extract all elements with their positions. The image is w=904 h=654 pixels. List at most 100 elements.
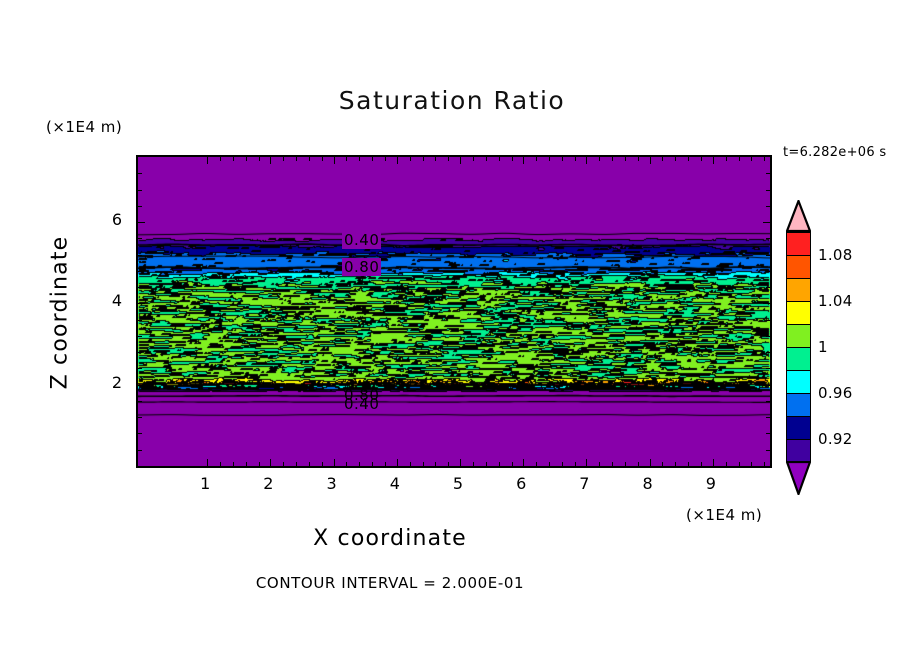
x-axis-minor-tick (296, 157, 298, 161)
y-axis-minor-tick (138, 287, 142, 289)
x-axis-minor-tick (548, 462, 550, 466)
x-axis-minor-tick (359, 462, 361, 466)
y-axis-minor-tick (766, 238, 770, 240)
colorbar-band[interactable] (786, 324, 811, 347)
x-axis-minor-tick (245, 157, 247, 161)
x-axis-minor-tick (220, 462, 222, 466)
x-axis-minor-tick (599, 157, 601, 161)
x-axis-tick (586, 157, 588, 164)
x-axis-minor-tick (232, 462, 234, 466)
x-axis-minor-tick (764, 157, 766, 161)
y-axis-tick (763, 303, 770, 305)
x-axis-minor-tick (725, 157, 727, 161)
x-axis-tick (712, 157, 714, 164)
x-axis-minor-tick (612, 462, 614, 466)
x-axis-tick (333, 459, 335, 466)
colorbar-tick-label: 0.92 (818, 430, 853, 448)
x-axis-minor-tick (701, 462, 703, 466)
time-annotation: t=6.282e+06 s (783, 145, 887, 160)
x-axis-minor-tick (511, 157, 513, 161)
x-axis-minor-tick (498, 462, 500, 466)
x-axis-minor-tick (536, 462, 538, 466)
x-axis-minor-tick (536, 157, 538, 161)
x-axis-tick (333, 157, 335, 164)
x-axis-minor-tick (675, 462, 677, 466)
y-axis-minor-tick (766, 270, 770, 272)
x-axis-minor-tick (561, 462, 563, 466)
x-tick-label: 4 (389, 474, 400, 493)
x-axis-tick (712, 459, 714, 466)
colorbar-band[interactable] (786, 255, 811, 278)
x-axis-minor-tick (599, 462, 601, 466)
x-axis-tick (460, 157, 461, 164)
x-axis-minor-tick (346, 157, 348, 161)
x-axis-minor-tick (321, 462, 323, 466)
x-axis-minor-tick (422, 157, 424, 161)
y-axis-tick (138, 384, 145, 386)
y-axis-minor-tick (766, 189, 770, 191)
y-axis-minor-tick (138, 173, 142, 175)
colorbar-tick-label: 1.04 (818, 292, 853, 310)
x-tick-label: 8 (642, 474, 653, 493)
y-axis-tick (763, 222, 770, 224)
colorbar-band[interactable] (786, 301, 811, 324)
x-axis-minor-tick (688, 462, 690, 466)
colorbar-band[interactable] (786, 347, 811, 370)
y-axis-units: (×1E4 m) (46, 118, 123, 136)
x-axis-minor-tick (725, 462, 727, 466)
x-tick-label: 2 (263, 474, 274, 493)
x-axis-minor-tick (422, 462, 424, 466)
y-axis-minor-tick (766, 205, 770, 207)
colorbar-band[interactable] (786, 370, 811, 393)
colorbar-band[interactable] (786, 278, 811, 301)
x-axis-minor-tick (688, 157, 690, 161)
y-axis-minor-tick (766, 449, 770, 451)
colorbar-band[interactable] (786, 416, 811, 439)
x-axis-minor-tick (637, 462, 639, 466)
y-tick-label: 4 (111, 291, 122, 311)
x-axis-minor-tick (662, 462, 664, 466)
x-axis-minor-tick (574, 157, 576, 161)
colorbar-band[interactable] (786, 232, 811, 255)
x-axis-minor-tick (448, 462, 450, 466)
x-axis-label: X coordinate (313, 526, 467, 551)
x-axis-tick (396, 157, 398, 164)
contour-label-upper-080: 0.80 (342, 258, 382, 276)
x-axis-minor-tick (612, 157, 614, 161)
y-axis-tick (138, 222, 145, 224)
colorbar-band[interactable] (786, 393, 811, 416)
x-axis-minor-tick (738, 157, 740, 161)
x-tick-label: 6 (516, 474, 527, 493)
x-axis-minor-tick (309, 157, 311, 161)
x-axis-minor-tick (472, 157, 474, 161)
y-axis-minor-tick (766, 319, 770, 321)
y-axis-minor-tick (138, 189, 142, 191)
x-axis-minor-tick (346, 462, 348, 466)
x-axis-minor-tick (561, 157, 563, 161)
y-axis-minor-tick (766, 173, 770, 175)
x-axis-minor-tick (498, 157, 500, 161)
x-axis-minor-tick (372, 462, 374, 466)
y-axis-minor-tick (766, 352, 770, 354)
contour-label-lower-080: 0.80 (344, 386, 380, 404)
x-tick-label: 9 (705, 474, 716, 493)
x-axis-tick (396, 459, 398, 466)
y-axis-minor-tick (138, 352, 142, 354)
colorbar-band[interactable] (786, 439, 811, 462)
x-tick-label: 7 (579, 474, 590, 493)
colorbar-bottom-cap (785, 460, 812, 498)
colorbar-tick-label: 1.08 (818, 246, 853, 264)
y-axis-minor-tick (138, 400, 142, 402)
x-axis-minor-tick (409, 157, 411, 161)
colorbar[interactable] (786, 232, 811, 462)
x-axis-minor-tick (625, 462, 627, 466)
y-axis-minor-tick (138, 270, 142, 272)
y-axis-minor-tick (138, 417, 142, 419)
x-axis-tick (270, 157, 272, 164)
page-title: Saturation Ratio (338, 86, 566, 115)
y-tick-label: 6 (111, 210, 122, 230)
x-axis-minor-tick (385, 157, 387, 161)
x-axis-minor-tick (574, 462, 576, 466)
y-axis-minor-tick (138, 335, 142, 337)
y-axis-minor-tick (766, 287, 770, 289)
